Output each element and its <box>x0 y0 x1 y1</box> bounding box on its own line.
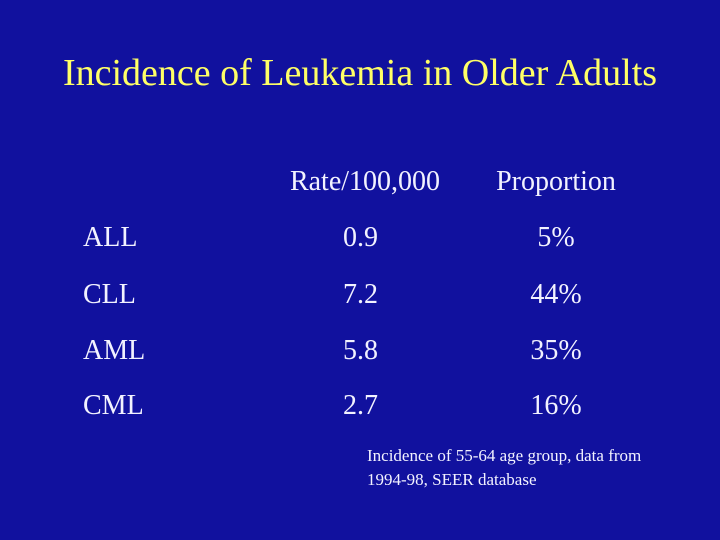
slide-title: Incidence of Leukemia in Older Adults <box>62 52 658 94</box>
row-label: CML <box>83 390 144 421</box>
column-header: Proportion <box>496 166 616 197</box>
table-cell: 0.9 <box>343 222 378 253</box>
row-label: AML <box>83 335 146 366</box>
row-label: CLL <box>83 279 136 310</box>
row-label: ALL <box>83 222 138 253</box>
table-cell: 7.2 <box>343 279 378 310</box>
table-cell: 35% <box>530 335 582 366</box>
table-cell: 16% <box>530 390 582 421</box>
footnote: Incidence of 55-64 age group, data from … <box>367 446 642 489</box>
table-cell: 44% <box>530 279 582 310</box>
table-cell: 2.7 <box>343 390 378 421</box>
table-cell: 5% <box>537 222 575 253</box>
table-cell: 5.8 <box>343 335 378 366</box>
column-header: Rate/100,000 <box>289 166 441 197</box>
